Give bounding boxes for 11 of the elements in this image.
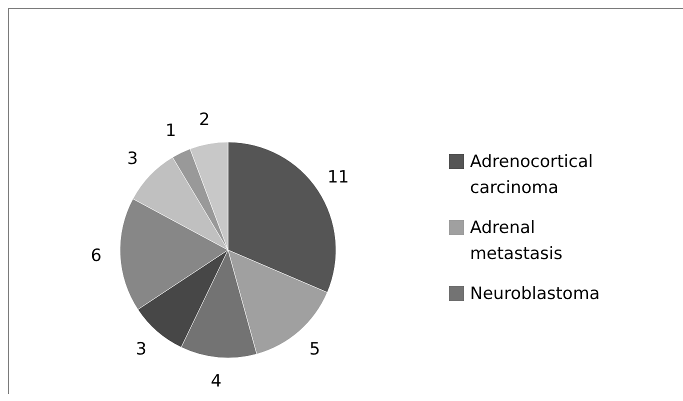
legend-label: Neuroblastoma — [470, 283, 601, 306]
data-label: 3 — [127, 148, 138, 169]
data-label: 5 — [309, 339, 320, 360]
legend-label: Adrenocortical carcinoma — [470, 151, 594, 200]
data-label: 6 — [90, 246, 102, 266]
data-label: 1 — [165, 121, 176, 142]
data-label: 4 — [210, 371, 222, 392]
legend-label: Adrenal metastasis — [470, 217, 564, 266]
data-label: 11 — [327, 167, 349, 188]
data-label: 3 — [136, 339, 147, 360]
data-label: 2 — [199, 110, 210, 130]
